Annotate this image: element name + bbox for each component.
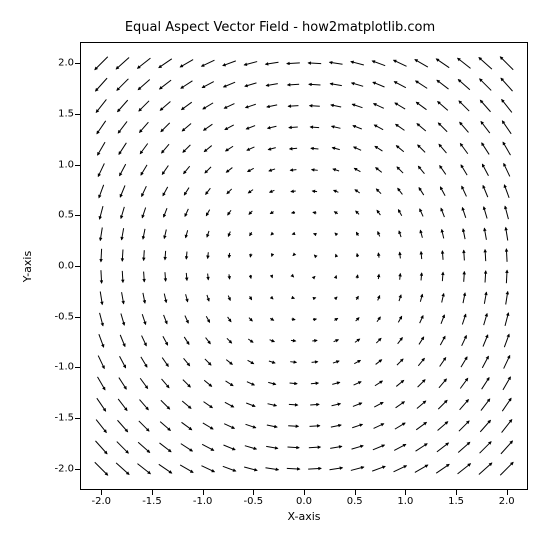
- x-tick: [405, 490, 406, 495]
- x-tick-label: 0.0: [296, 496, 312, 507]
- y-tick-label: 1.0: [58, 159, 74, 170]
- x-tick-label: 1.5: [448, 496, 464, 507]
- x-tick-label: 1.0: [397, 496, 413, 507]
- y-tick-label: 0.0: [58, 261, 74, 272]
- x-tick: [203, 490, 204, 495]
- x-tick: [152, 490, 153, 495]
- plot-area: [80, 42, 528, 490]
- figure: Equal Aspect Vector Field - how2matplotl…: [0, 0, 560, 560]
- x-tick-label: -1.0: [193, 496, 213, 507]
- y-tick-label: 1.5: [58, 108, 74, 119]
- x-tick: [355, 490, 356, 495]
- y-tick: [75, 114, 80, 115]
- x-tick-label: 0.5: [347, 496, 363, 507]
- x-tick-label: -0.5: [244, 496, 264, 507]
- y-tick-label: 2.0: [58, 58, 74, 69]
- y-tick: [75, 317, 80, 318]
- y-tick-label: 0.5: [58, 210, 74, 221]
- y-tick: [75, 367, 80, 368]
- y-tick: [75, 215, 80, 216]
- x-tick-label: -1.5: [142, 496, 162, 507]
- x-tick: [507, 490, 508, 495]
- x-tick: [456, 490, 457, 495]
- y-tick: [75, 469, 80, 470]
- x-axis-label: X-axis: [80, 510, 528, 523]
- chart-title: Equal Aspect Vector Field - how2matplotl…: [0, 20, 560, 35]
- y-tick-label: -1.0: [54, 362, 74, 373]
- y-tick-label: -2.0: [54, 463, 74, 474]
- y-tick: [75, 165, 80, 166]
- y-axis-label: Y-axis: [20, 42, 36, 490]
- y-tick: [75, 266, 80, 267]
- y-tick: [75, 63, 80, 64]
- x-tick-label: 2.0: [499, 496, 515, 507]
- x-tick: [304, 490, 305, 495]
- y-tick-label: -1.5: [54, 413, 74, 424]
- vector-field: [81, 43, 527, 489]
- x-tick: [101, 490, 102, 495]
- x-tick-label: -2.0: [92, 496, 112, 507]
- x-tick: [253, 490, 254, 495]
- y-tick-label: -0.5: [54, 311, 74, 322]
- y-tick: [75, 418, 80, 419]
